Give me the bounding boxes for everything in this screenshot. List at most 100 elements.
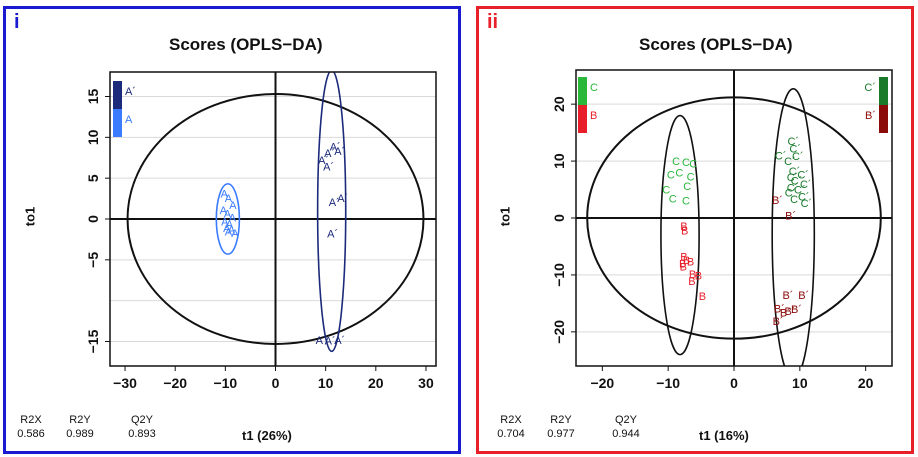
y-tick-label: 0 (551, 214, 567, 222)
score-point: A (228, 225, 236, 237)
score-point: A (231, 228, 239, 240)
score-point: A (220, 205, 228, 217)
x-tick-label: 20 (858, 375, 874, 391)
plot-title: Scores (OPLS−DA) (639, 35, 793, 54)
score-point: B´ (782, 290, 793, 302)
score-point: C´ (801, 198, 813, 210)
score-point: C (675, 167, 683, 179)
stat-r2x: R2X 0.586 (17, 414, 45, 440)
score-point: B (688, 276, 695, 288)
legend-label: C´ (864, 82, 876, 94)
score-point: C´ (789, 144, 801, 156)
y-tick-label: −15 (85, 329, 101, 353)
score-point: A´ (337, 193, 348, 205)
score-point: A (229, 200, 237, 212)
score-point: C´ (787, 136, 799, 148)
score-point: B´ (791, 304, 802, 316)
x-tick-label: 10 (318, 375, 334, 391)
score-point: A (225, 226, 233, 238)
plot-title: Scores (OPLS−DA) (169, 35, 323, 54)
y-tick-label: 15 (85, 89, 101, 105)
legend-swatch (879, 105, 888, 133)
score-point: C´ (791, 175, 803, 187)
score-point: A´ (324, 148, 335, 160)
score-point: A´ (318, 155, 329, 167)
score-point: B (683, 255, 690, 267)
y-tick-label: 20 (551, 96, 567, 112)
score-point: B (680, 221, 687, 233)
score-point: A (225, 193, 233, 205)
stat-r2x: R2X 0.704 (497, 414, 525, 440)
score-point: C´ (775, 150, 787, 162)
score-point: B´ (785, 211, 796, 223)
x-tick-label: 0 (730, 375, 738, 391)
score-point: A (221, 189, 229, 201)
score-point: A´ (323, 162, 334, 174)
x-axis-label: t1 (26%) (242, 428, 292, 443)
confidence-ellipse (215, 183, 241, 255)
score-point: C (682, 195, 690, 207)
confidence-ellipse (660, 114, 700, 356)
score-point: A´ (334, 335, 345, 347)
score-point: B (681, 226, 688, 238)
score-point: C´ (785, 187, 797, 199)
stat-q2y: Q2Y 0.893 (128, 414, 156, 440)
y-tick-label: 5 (85, 174, 101, 182)
x-tick-label: 0 (272, 375, 280, 391)
panel-letter: i (14, 11, 20, 33)
score-point: B´ (784, 306, 795, 318)
score-point: C´ (798, 191, 810, 203)
y-tick-label: 0 (85, 215, 101, 223)
x-tick-label: −20 (590, 375, 614, 391)
score-point: A (223, 223, 231, 235)
score-point: A´ (325, 336, 336, 348)
x-axis-label: t1 (16%) (699, 428, 749, 443)
confidence-ellipse (771, 88, 816, 366)
score-point: B (699, 291, 706, 303)
score-point: C´ (789, 166, 801, 178)
y-tick-label: 10 (551, 153, 567, 169)
score-point: A (224, 208, 232, 220)
stat-r2y: R2Y 0.989 (66, 414, 94, 440)
x-tick-label: −10 (213, 375, 237, 391)
legend-label: C (590, 82, 598, 94)
panel-letter: ii (487, 11, 499, 33)
score-point: C (683, 181, 691, 193)
x-tick-label: −20 (163, 375, 187, 391)
score-point: B´ (773, 316, 784, 328)
score-point: A´ (330, 141, 341, 153)
stat-q2y: Q2Y 0.944 (612, 414, 640, 440)
score-point: B (689, 269, 696, 281)
stat-r2y: R2Y 0.977 (547, 414, 575, 440)
score-point: A (226, 219, 234, 231)
score-point: C´ (790, 194, 802, 206)
y-tick-label: −5 (85, 252, 101, 268)
score-point: B (680, 261, 687, 273)
confidence-ellipse (126, 93, 425, 345)
score-point: B´ (798, 290, 809, 302)
score-point: C (669, 194, 677, 206)
score-point: A´ (316, 335, 327, 347)
legend-swatch (578, 77, 587, 105)
score-point: C´ (787, 182, 799, 194)
score-point: C´ (787, 172, 799, 184)
score-point: B (687, 256, 694, 268)
score-point: A´ (327, 229, 338, 241)
legend-label: B (590, 110, 597, 122)
score-point: C´ (784, 156, 796, 168)
score-point: B (695, 270, 702, 282)
legend-label: B´ (865, 110, 876, 122)
x-tick-label: 20 (368, 375, 384, 391)
legend-swatch (113, 81, 122, 109)
legend-label: A (125, 114, 133, 126)
x-tick-label: −30 (113, 375, 137, 391)
panel-i: i Scores (OPLS−DA) to1 t1 (26%) R2X 0.58… (3, 6, 461, 454)
score-point: C (662, 185, 670, 197)
score-point: A (221, 216, 229, 228)
score-point: C´ (800, 179, 812, 191)
score-point: C´ (797, 170, 809, 182)
